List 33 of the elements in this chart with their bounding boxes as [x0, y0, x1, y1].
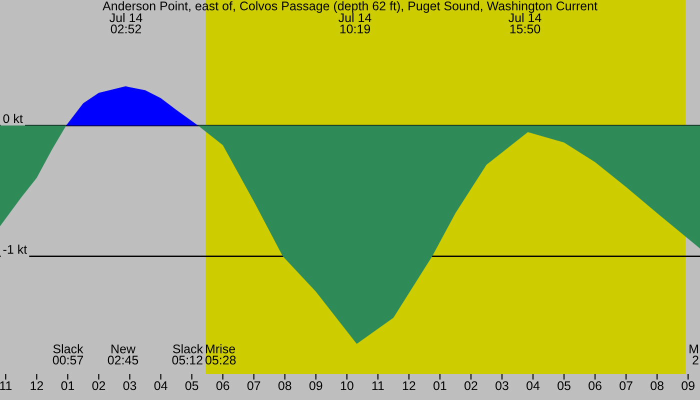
annotation: M 2 — [690, 344, 698, 364]
x-tick-label: 04 — [526, 381, 540, 390]
x-tick-label: 07 — [247, 381, 260, 390]
annotation: Mrise 05:28 — [205, 344, 236, 365]
annotation: Jul 14 02:52 — [110, 13, 142, 34]
x-tick-label: 08 — [278, 381, 292, 390]
x-tick-label: 08 — [650, 381, 664, 390]
x-tick-label: 05 — [185, 381, 198, 390]
x-tick-label: 06 — [588, 381, 602, 390]
annotation: Slack 05:12 — [172, 344, 204, 365]
x-tick-label: 10 — [340, 381, 354, 390]
x-tick-label: 01 — [433, 381, 446, 390]
x-tick-label: 07 — [620, 381, 632, 390]
x-tick-label: 04 — [154, 381, 168, 390]
x-tick-label: 06 — [216, 381, 230, 390]
annotation: Slack 00:57 — [52, 344, 84, 365]
annotation: New 02:45 — [108, 344, 138, 365]
y-tick-label: -1 kt — [3, 244, 27, 254]
x-tick-label: 02 — [92, 381, 106, 390]
x-tick-label: 12 — [402, 381, 416, 390]
annotation: Jul 14 15:50 — [508, 13, 542, 34]
x-tick-label: 02 — [464, 381, 478, 390]
x-tick-label: 03 — [123, 381, 136, 390]
annotation: Jul 14 10:19 — [338, 13, 372, 34]
y-tick-label: 0 kt — [3, 114, 23, 124]
x-tick-label: 01 — [61, 381, 74, 390]
x-tick-label: 03 — [496, 381, 508, 390]
x-tick-label: 05 — [558, 381, 570, 390]
x-tick-label: 09 — [682, 381, 694, 390]
x-tick-label: 11 — [372, 381, 384, 390]
x-tick-label: 09 — [309, 381, 322, 390]
x-tick-label: 11 — [0, 381, 12, 390]
x-tick-label: 12 — [30, 381, 44, 390]
